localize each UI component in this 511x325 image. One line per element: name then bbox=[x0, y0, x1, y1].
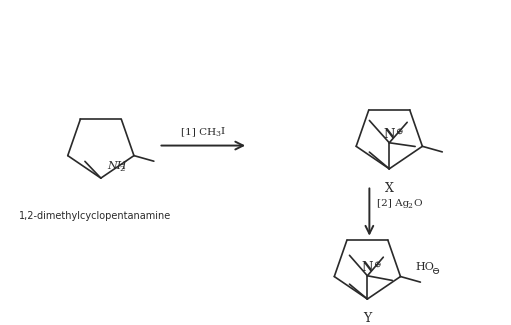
Text: 2: 2 bbox=[120, 164, 125, 173]
Text: ⊕: ⊕ bbox=[395, 126, 403, 135]
Text: 1,2-dimethylcyclopentanamine: 1,2-dimethylcyclopentanamine bbox=[19, 211, 172, 221]
Text: N: N bbox=[384, 128, 395, 141]
Text: Y: Y bbox=[363, 312, 371, 325]
Text: ⊖: ⊖ bbox=[432, 267, 440, 276]
Text: NH: NH bbox=[107, 161, 126, 171]
Text: 2: 2 bbox=[407, 202, 412, 210]
Text: I: I bbox=[220, 127, 224, 136]
Text: [1] CH: [1] CH bbox=[181, 127, 217, 136]
Text: X: X bbox=[385, 182, 393, 195]
Text: [2] Ag: [2] Ag bbox=[377, 199, 410, 208]
Text: N: N bbox=[362, 261, 373, 274]
Text: HO: HO bbox=[415, 262, 434, 272]
Text: 3: 3 bbox=[215, 130, 220, 138]
Text: O: O bbox=[413, 199, 422, 208]
Text: ⊕: ⊕ bbox=[374, 259, 381, 268]
